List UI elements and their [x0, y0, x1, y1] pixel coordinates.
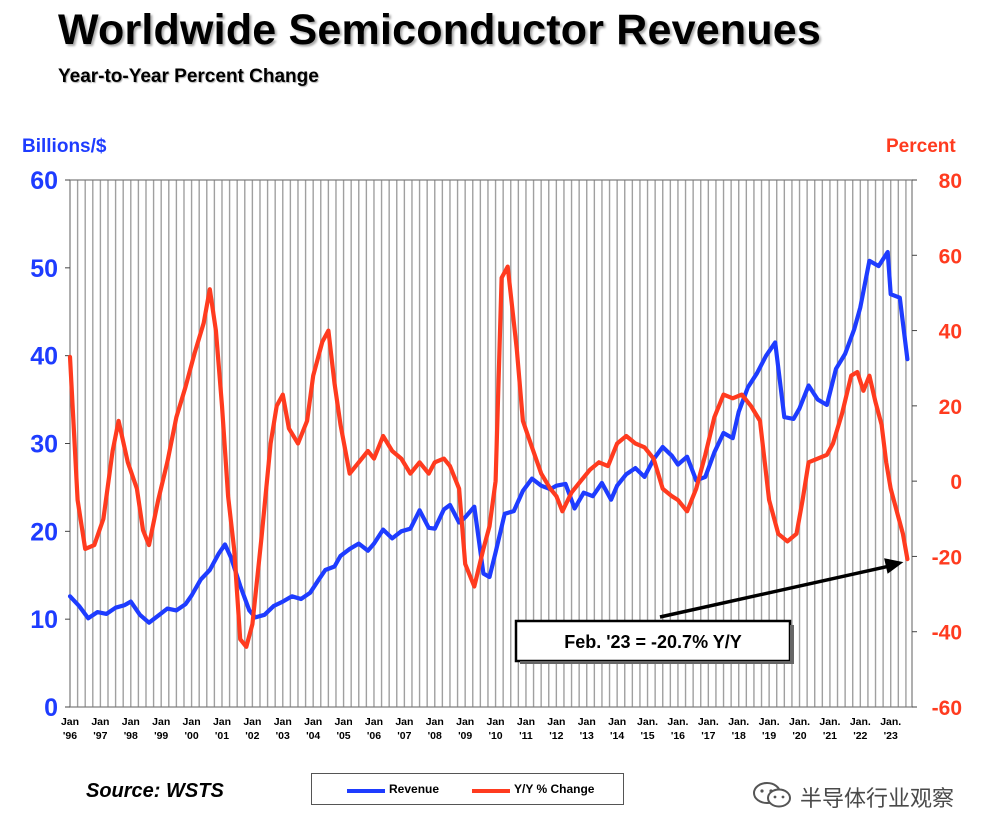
annotation-arrow-line [659, 564, 890, 619]
y-left-tick-label: 60 [30, 167, 58, 195]
x-tick-label-bottom: '04 [306, 730, 320, 742]
axes: 0 10 20 30 40 50 60 -60 -40 -20 0 20 40 60 80 Jan '96 Jan… [30, 167, 962, 742]
x-tick-label-top: Jan [608, 716, 626, 728]
y-left-tick-label: 10 [30, 606, 58, 634]
chart-title: Worldwide Semiconductor Revenues [58, 6, 822, 54]
legend: Revenue Y/Y % Change [311, 773, 624, 805]
x-tick-label-bottom: '20 [792, 730, 806, 742]
y-left-tick-label: 40 [30, 343, 58, 371]
x-tick-label-top: Jan [213, 716, 231, 728]
x-tick-label-top: Jan [395, 716, 413, 728]
x-tick-label-top: Jan [122, 716, 140, 728]
x-tick-label-bottom: '19 [762, 730, 776, 742]
x-tick-label-bottom: '06 [367, 730, 381, 742]
x-tick-label-top: Jan. [850, 716, 871, 728]
y-right-tick-label: -20 [932, 546, 962, 569]
x-tick-label-top: Jan. [637, 716, 658, 728]
x-tick-label-bottom: '16 [671, 730, 685, 742]
x-tick-label-top: Jan [274, 716, 292, 728]
annotation-arrow-head [884, 558, 904, 574]
y-right-tick-label: 0 [950, 471, 962, 494]
x-tick-label-bottom: '01 [215, 730, 229, 742]
y-right-tick-label: -40 [932, 622, 962, 645]
x-tick-label-top: Jan. [759, 716, 780, 728]
chart-subtitle: Year-to-Year Percent Change [58, 66, 319, 87]
y-left-tick-label: 50 [30, 255, 58, 283]
x-tick-label-bottom: '10 [488, 730, 502, 742]
x-tick-label-bottom: '05 [336, 730, 350, 742]
x-tick-label-bottom: '99 [154, 730, 168, 742]
x-tick-label-bottom: '02 [245, 730, 259, 742]
legend-swatch-change [472, 789, 510, 793]
x-tick-label-bottom: '98 [124, 730, 138, 742]
series-line-yy-change [67, 264, 910, 649]
x-tick-label-bottom: '09 [458, 730, 472, 742]
x-tick-label-bottom: '00 [184, 730, 198, 742]
annotation: Feb. '23 = -20.7% Y/Y [514, 558, 904, 664]
x-tick-label-bottom: '08 [428, 730, 442, 742]
y-left-tick-label: 30 [30, 431, 58, 459]
y-right-tick-label: 20 [939, 396, 962, 419]
grid [69, 179, 913, 708]
x-tick-label-bottom: '03 [276, 730, 290, 742]
x-tick-label-bottom: '97 [93, 730, 107, 742]
x-tick-label-top: Jan [426, 716, 444, 728]
x-tick-label-bottom: '11 [519, 730, 533, 742]
x-tick-label-top: Jan. [819, 716, 840, 728]
x-tick-label-top: Jan [152, 716, 170, 728]
legend-label-revenue: Revenue [389, 782, 440, 796]
x-tick-label-top: Jan [547, 716, 565, 728]
x-tick-label-top: Jan [487, 716, 505, 728]
x-tick-label-top: Jan [517, 716, 535, 728]
y-left-tick-label: 0 [44, 694, 58, 722]
x-tick-label-bottom: '17 [701, 730, 715, 742]
y-right-tick-label: 60 [939, 245, 962, 268]
x-tick-label-bottom: '22 [853, 730, 867, 742]
x-tick-label-top: Jan [335, 716, 353, 728]
legend-swatch-revenue [347, 789, 385, 793]
right-axis-label: Percent [886, 136, 956, 157]
source-note: Source: WSTS [86, 780, 224, 802]
x-tick-label-bottom: '23 [884, 730, 898, 742]
x-tick-label-top: Jan. [789, 716, 810, 728]
y-right-tick-label: -60 [932, 697, 962, 720]
series-line-revenue [67, 249, 910, 625]
annotation-box [514, 619, 792, 663]
x-tick-label-top: Jan [91, 716, 109, 728]
x-tick-label-bottom: '14 [610, 730, 624, 742]
x-tick-label-bottom: '15 [640, 730, 654, 742]
series [67, 249, 910, 649]
left-axis-label: Billions/$ [22, 136, 107, 157]
x-tick-label-top: Jan [61, 716, 79, 728]
x-tick-label-top: Jan [183, 716, 201, 728]
x-tick-label-bottom: '21 [823, 730, 837, 742]
x-tick-label-bottom: '07 [397, 730, 411, 742]
x-tick-label-top: Jan [243, 716, 261, 728]
annotation-box-shadow [520, 661, 794, 664]
x-tick-label-bottom: '96 [63, 730, 77, 742]
x-tick-label-top: Jan [365, 716, 383, 728]
y-left-tick-label: 20 [30, 518, 58, 546]
x-tick-label-top: Jan [304, 716, 322, 728]
y-right-tick-label: 40 [939, 321, 962, 344]
x-tick-label-top: Jan. [698, 716, 719, 728]
watermark-text: 半导体行业观察 [800, 787, 955, 812]
x-tick-label-top: Jan. [880, 716, 901, 728]
x-tick-label-top: Jan. [728, 716, 749, 728]
x-tick-label-bottom: '12 [549, 730, 563, 742]
wechat-icon [753, 782, 791, 808]
x-tick-label-top: Jan [456, 716, 474, 728]
annotation-text: Feb. '23 = -20.7% Y/Y [564, 632, 742, 652]
x-tick-label-top: Jan. [667, 716, 688, 728]
y-right-tick-label: 80 [939, 170, 962, 193]
x-tick-label-bottom: '13 [580, 730, 594, 742]
annotation-box-shadow [790, 625, 794, 663]
legend-label-change: Y/Y % Change [514, 782, 595, 796]
x-tick-label-top: Jan [578, 716, 596, 728]
x-tick-label-bottom: '18 [732, 730, 746, 742]
